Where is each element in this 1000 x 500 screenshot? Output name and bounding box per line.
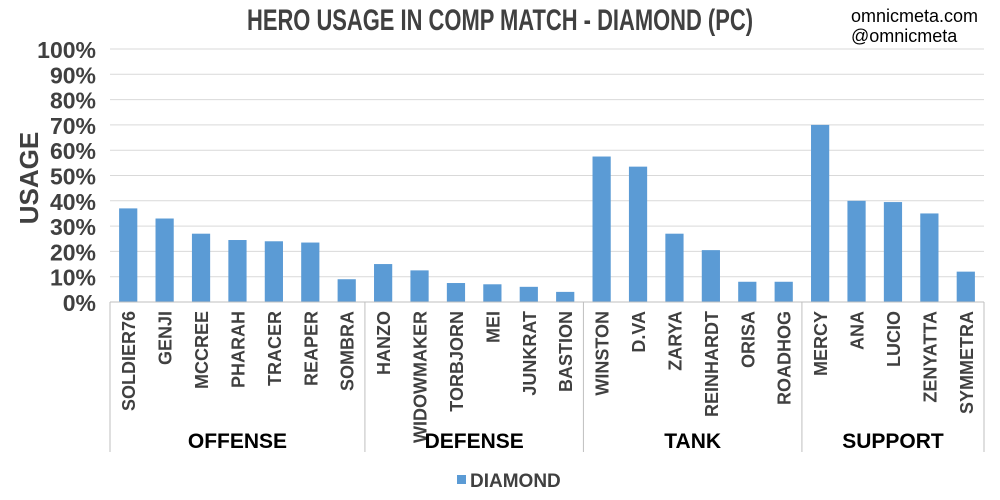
y-tick-label: 70% — [50, 113, 96, 139]
x-tick-label: JUNKRAT — [520, 311, 540, 396]
y-tick-labels: 0%10%20%30%40%50%60%70%80%90%100% — [37, 37, 96, 316]
bar — [337, 279, 356, 302]
bar — [191, 233, 211, 302]
y-tick-label: 40% — [50, 189, 96, 215]
x-tick-label: WIDOWMAKER — [411, 311, 431, 443]
chart-title: HERO USAGE IN COMP MATCH - DIAMOND (PC) — [247, 4, 753, 37]
legend: DIAMOND — [457, 471, 561, 492]
bar — [519, 286, 538, 302]
x-tick-label: MERCY — [811, 311, 831, 376]
bar — [883, 202, 903, 302]
axes — [109, 301, 985, 452]
bar — [956, 271, 975, 302]
y-tick-label: 10% — [50, 265, 96, 291]
x-tick-labels: SOLDIER76 GENJI MCCREE PHARAH TRACER REAPER SO… — [119, 311, 977, 443]
bar — [920, 213, 939, 302]
bars — [119, 124, 975, 303]
bar — [264, 241, 283, 302]
x-tick-label: TORBJORN — [447, 311, 467, 412]
bar — [774, 281, 793, 302]
y-tick-label: 50% — [50, 164, 96, 190]
x-tick-label: ANA — [848, 311, 868, 350]
gridlines — [110, 48, 984, 303]
x-tick-label: HANZO — [374, 311, 394, 375]
bar — [628, 166, 648, 302]
bar — [592, 156, 611, 302]
x-tick-label: BASTION — [556, 311, 576, 392]
x-tick-label: WINSTON — [593, 311, 613, 396]
x-tick-label: D.VA — [629, 311, 649, 353]
x-tick-label: ZARYA — [665, 311, 685, 371]
x-tick-label: REAPER — [301, 311, 321, 386]
legend-swatch — [457, 475, 466, 484]
y-tick-label: 80% — [50, 88, 96, 114]
x-tick-label: SYMMETRA — [957, 311, 977, 414]
x-tick-label: LUCIO — [884, 311, 904, 367]
x-tick-label: REINHARDT — [702, 311, 722, 417]
bar — [374, 264, 393, 302]
y-tick-label: 30% — [50, 214, 96, 240]
bar — [155, 218, 174, 302]
bar — [301, 242, 320, 302]
y-tick-label: 20% — [50, 239, 96, 265]
y-tick-label: 0% — [63, 290, 96, 316]
group-label: SUPPORT — [842, 430, 944, 453]
legend-label: DIAMOND — [470, 471, 561, 492]
x-tick-label: TRACER — [265, 311, 285, 386]
bar — [483, 284, 502, 302]
group-label: OFFENSE — [188, 430, 287, 453]
category-groups: OFFENSE DEFENSE TANK SUPPORT — [188, 430, 944, 453]
bar — [119, 208, 138, 302]
x-tick-label: ROADHOG — [775, 311, 795, 405]
y-tick-label: 90% — [50, 62, 96, 88]
x-tick-label: ORISA — [738, 311, 758, 368]
x-tick-label: PHARAH — [228, 311, 248, 388]
y-axis-title: USAGE — [14, 132, 44, 224]
bar — [446, 283, 466, 302]
bar — [665, 233, 684, 302]
x-tick-label: MEI — [483, 311, 503, 343]
bar — [738, 281, 757, 302]
bar — [847, 200, 866, 302]
bar — [228, 240, 247, 302]
y-tick-label: 60% — [50, 138, 96, 164]
watermark-site: omnicmeta.com — [851, 6, 979, 26]
bar — [811, 124, 830, 303]
y-tick-label: 100% — [37, 37, 96, 63]
x-tick-label: MCCREE — [192, 311, 212, 389]
group-label: DEFENSE — [425, 430, 524, 453]
watermark-handle: @omnicmeta — [851, 26, 958, 46]
x-tick-label: ZENYATTA — [920, 311, 940, 403]
x-tick-label: SOMBRA — [338, 311, 358, 391]
x-tick-label: GENJI — [156, 311, 176, 365]
bar — [410, 270, 429, 302]
group-label: TANK — [664, 430, 721, 453]
bar — [556, 291, 575, 302]
x-tick-label: SOLDIER76 — [119, 311, 139, 411]
bar — [701, 250, 720, 302]
